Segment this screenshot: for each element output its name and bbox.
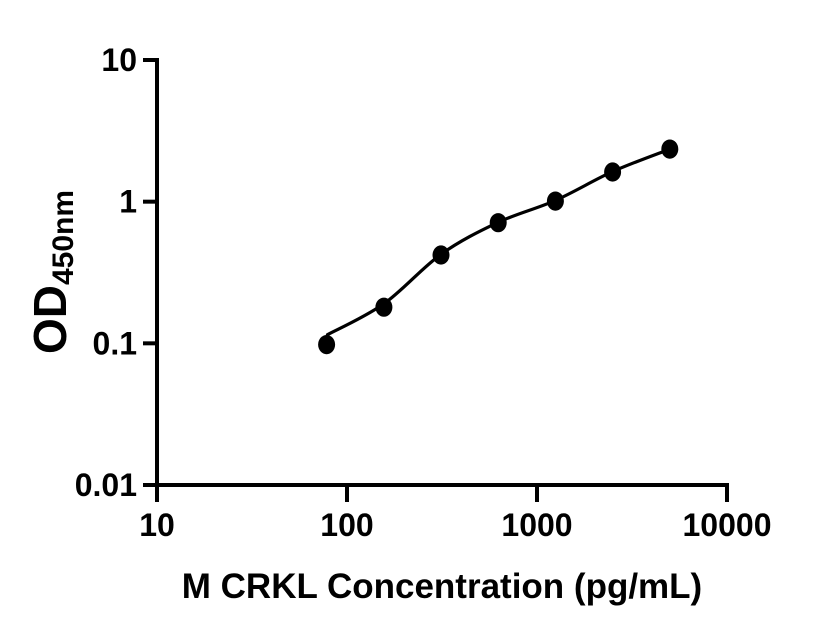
data-point <box>661 139 679 159</box>
data-point <box>432 245 450 265</box>
x-tick-label: 100 <box>320 507 373 543</box>
data-point <box>489 213 507 233</box>
y-tick-label: 1 <box>119 184 137 220</box>
data-point <box>546 191 564 211</box>
y-axis-title: OD450nm <box>24 190 80 354</box>
x-axis-title: M CRKL Concentration (pg/mL) <box>182 567 702 606</box>
data-point <box>604 162 622 182</box>
data-point <box>375 297 393 317</box>
chart-generated-content: 0.01 0.1 1 10 10 100 1000 10000 <box>75 42 772 543</box>
y-tick-label: 0.1 <box>93 325 137 361</box>
y-tick-label: 10 <box>101 42 137 78</box>
data-point <box>318 335 336 355</box>
y-axis-title-main: OD <box>24 285 76 354</box>
x-tick-label: 10000 <box>683 507 772 543</box>
y-tick-label: 0.01 <box>75 467 137 503</box>
y-axis-title-subscript: 450nm <box>47 190 80 285</box>
x-tick-label: 1000 <box>501 507 572 543</box>
x-tick-label: 10 <box>139 507 175 543</box>
